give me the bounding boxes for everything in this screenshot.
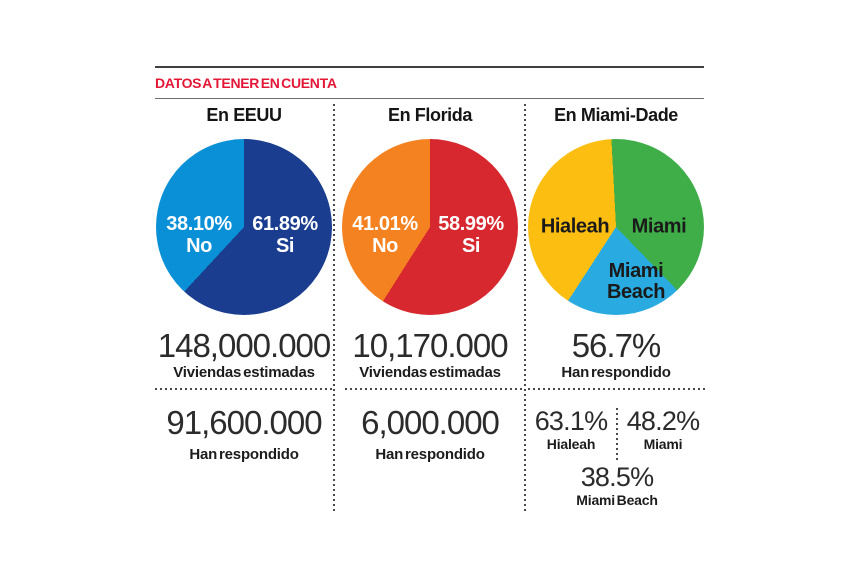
stat-florida-responded-value: 6,000.000 bbox=[361, 404, 500, 441]
substat-hialeah-value: 63.1% bbox=[534, 406, 608, 436]
sub-rule bbox=[155, 98, 704, 99]
column-divider-2 bbox=[524, 104, 526, 514]
pie-slice-label-si: 58.99% Si bbox=[429, 213, 513, 257]
column-title-florida: En Florida bbox=[387, 105, 472, 125]
pie-chart-eeuu: 38.10% No 61.89% Si bbox=[156, 139, 332, 315]
pie-slice-label-no: 41.01% No bbox=[343, 213, 427, 257]
stat-eeuu-estimated-value: 148,000.000 bbox=[157, 327, 332, 364]
top-rule bbox=[155, 66, 704, 68]
pie-slice-label-si: 61.89% Si bbox=[243, 213, 327, 257]
substat-miami-value: 48.2% bbox=[626, 406, 700, 436]
slice-percent: 41.01% bbox=[352, 213, 418, 235]
slice-name: No bbox=[186, 235, 212, 257]
section-kicker: DATOS A TENER EN CUENTA bbox=[155, 75, 337, 91]
slice-percent: 61.89% bbox=[252, 213, 318, 235]
column-title-miami-dade: En Miami-Dade bbox=[554, 105, 678, 125]
stat-eeuu-responded-value: 91,600.000 bbox=[166, 404, 322, 441]
stat-eeuu-estimated-label: Viviendas estimadas bbox=[173, 364, 315, 381]
stat-florida-responded-label: Han respondido bbox=[375, 446, 485, 463]
substat-miami-beach-value: 38.5% bbox=[580, 462, 654, 492]
column-divider-1 bbox=[333, 104, 335, 514]
pie-chart-miami-dade: Hialeah Miami Miami Beach bbox=[528, 139, 704, 315]
slice-percent: 58.99% bbox=[438, 213, 504, 235]
dotted-rule-miami-dade bbox=[528, 388, 705, 390]
substat-miami-label: Miami bbox=[643, 436, 683, 452]
pie-slice-label-miami-beach: Miami Beach bbox=[606, 260, 666, 303]
dotted-rule-florida bbox=[345, 388, 523, 390]
pie-slice-label-no: 38.10% No bbox=[157, 213, 241, 257]
pie-slice-label-miami: Miami bbox=[631, 215, 687, 238]
dotted-rule-eeuu bbox=[155, 388, 332, 390]
slice-name: No bbox=[372, 235, 398, 257]
pie-chart-florida: 41.01% No 58.99% Si bbox=[342, 139, 518, 315]
column-title-eeuu: En EEUU bbox=[206, 105, 282, 125]
slice-name: Si bbox=[275, 235, 295, 257]
stat-florida-estimated-value: 10,170.000 bbox=[352, 327, 508, 364]
slice-percent: 38.10% bbox=[166, 213, 232, 235]
stat-miami-dade-responded-label: Han respondido bbox=[561, 364, 671, 381]
slice-name: Si bbox=[461, 235, 481, 257]
stat-miami-dade-responded-value: 56.7% bbox=[571, 327, 662, 364]
substat-hialeah-label: Hialeah bbox=[546, 436, 596, 452]
substat-divider bbox=[616, 408, 618, 460]
stat-eeuu-responded-label: Han respondido bbox=[189, 446, 299, 463]
stat-florida-estimated-label: Viviendas estimadas bbox=[359, 364, 501, 381]
substat-miami-beach-label: Miami Beach bbox=[576, 492, 658, 508]
pie-slice-label-hialeah: Hialeah bbox=[540, 215, 610, 238]
